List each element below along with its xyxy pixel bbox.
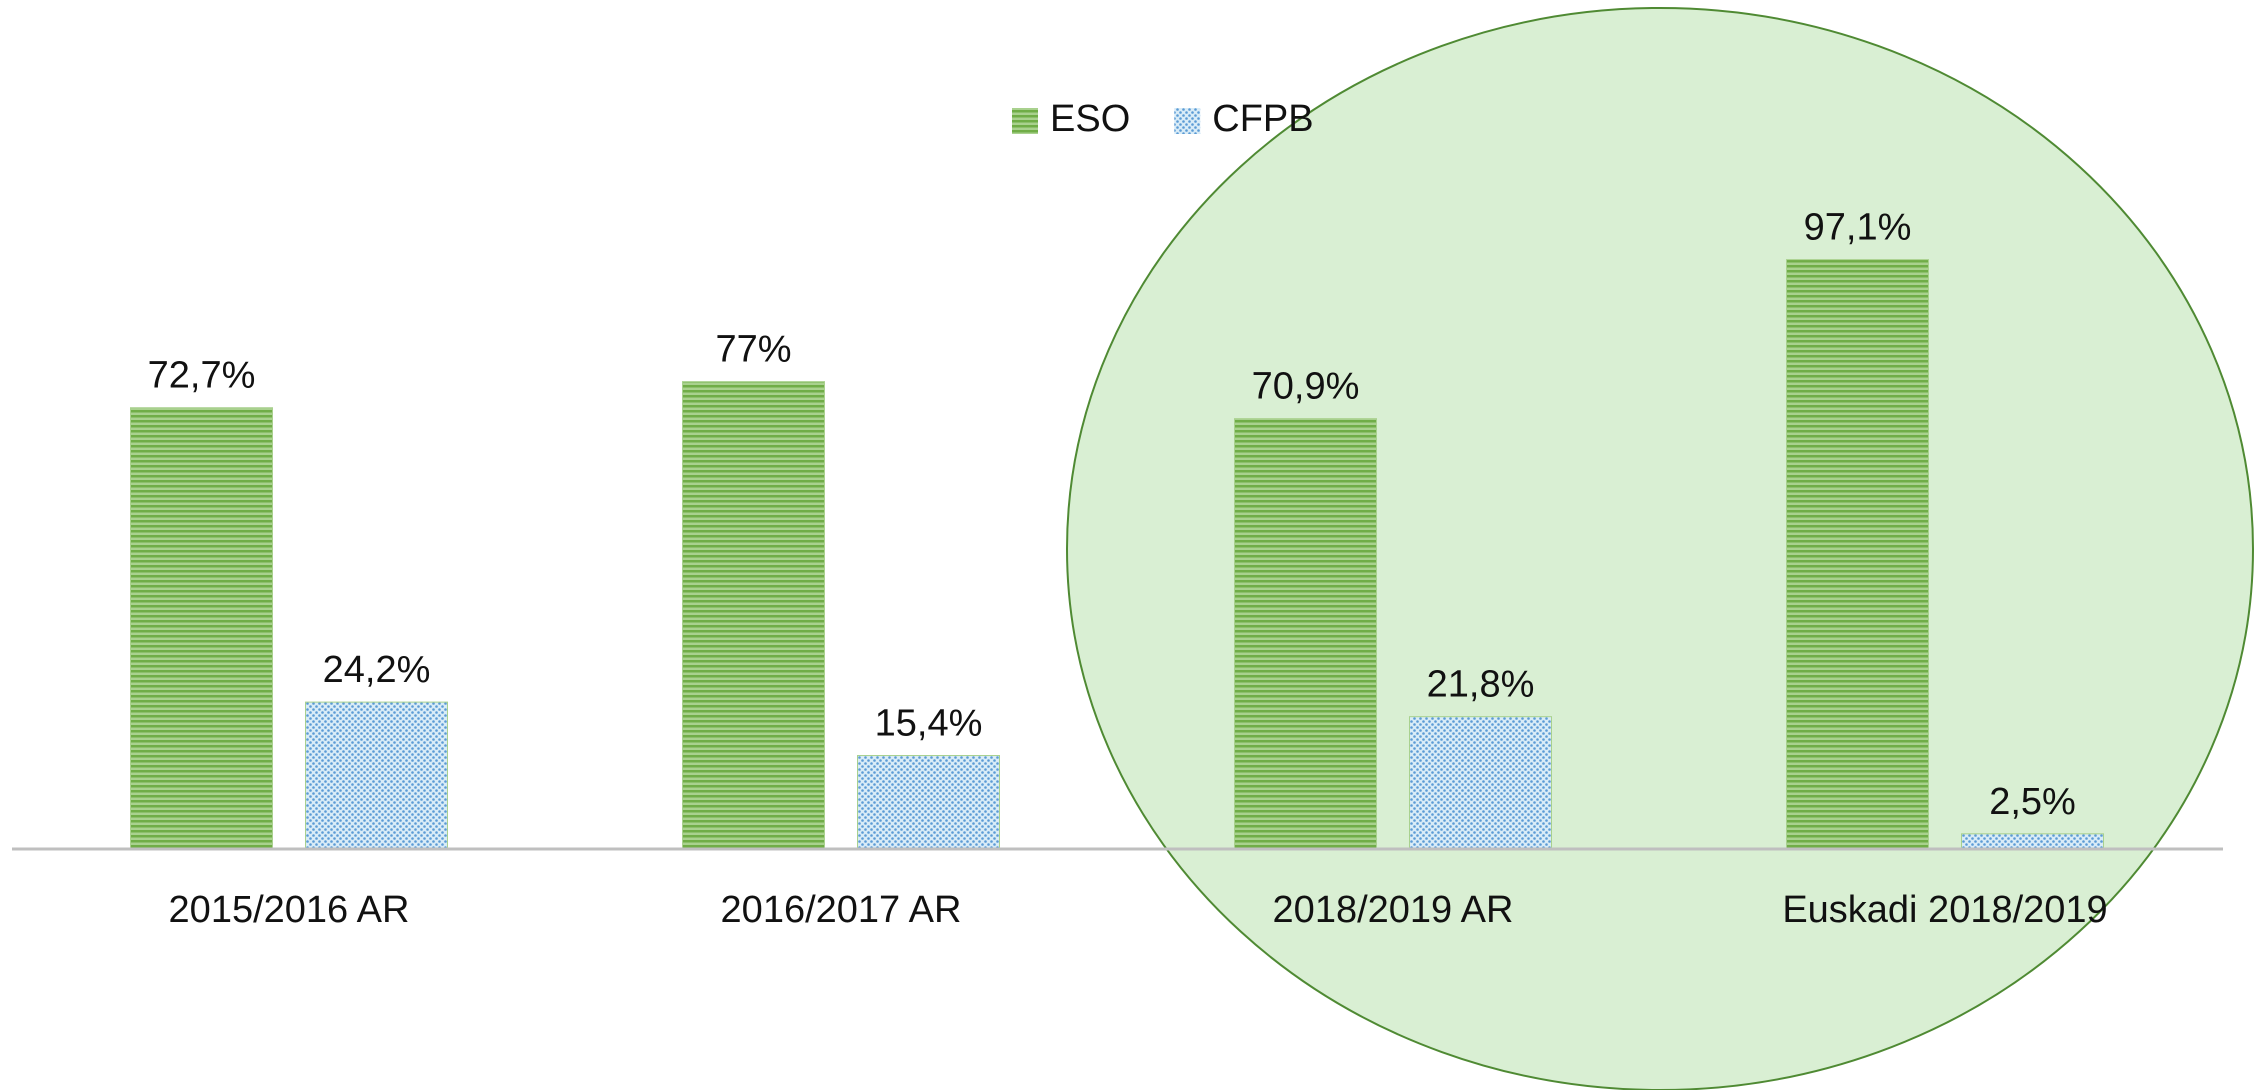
bar xyxy=(1409,716,1552,850)
legend-label: ESO xyxy=(1050,98,1130,140)
legend-swatch xyxy=(1174,108,1201,134)
bar xyxy=(1961,833,2104,850)
bar xyxy=(682,381,825,850)
bar xyxy=(1786,259,1929,850)
data-label: 15,4% xyxy=(875,703,983,745)
x-tick-label: 2016/2017 AR xyxy=(721,889,962,931)
data-label: 2,5% xyxy=(1989,781,2076,823)
x-tick-label: 2018/2019 AR xyxy=(1273,889,1514,931)
data-label: 97,1% xyxy=(1804,207,1912,249)
bar xyxy=(857,755,1000,850)
legend-label: CFPB xyxy=(1212,98,1313,140)
x-tick-label: Euskadi 2018/2019 xyxy=(1782,889,2107,931)
x-tick-label: 2015/2016 AR xyxy=(169,889,410,931)
data-label: 77% xyxy=(715,329,791,371)
legend-swatch xyxy=(1012,108,1038,134)
bar xyxy=(1234,418,1377,850)
data-label: 70,9% xyxy=(1252,366,1360,408)
data-label: 72,7% xyxy=(148,355,256,397)
bar xyxy=(130,407,273,850)
data-label: 21,8% xyxy=(1427,664,1535,706)
data-label: 24,2% xyxy=(323,649,431,691)
bar xyxy=(305,701,448,850)
